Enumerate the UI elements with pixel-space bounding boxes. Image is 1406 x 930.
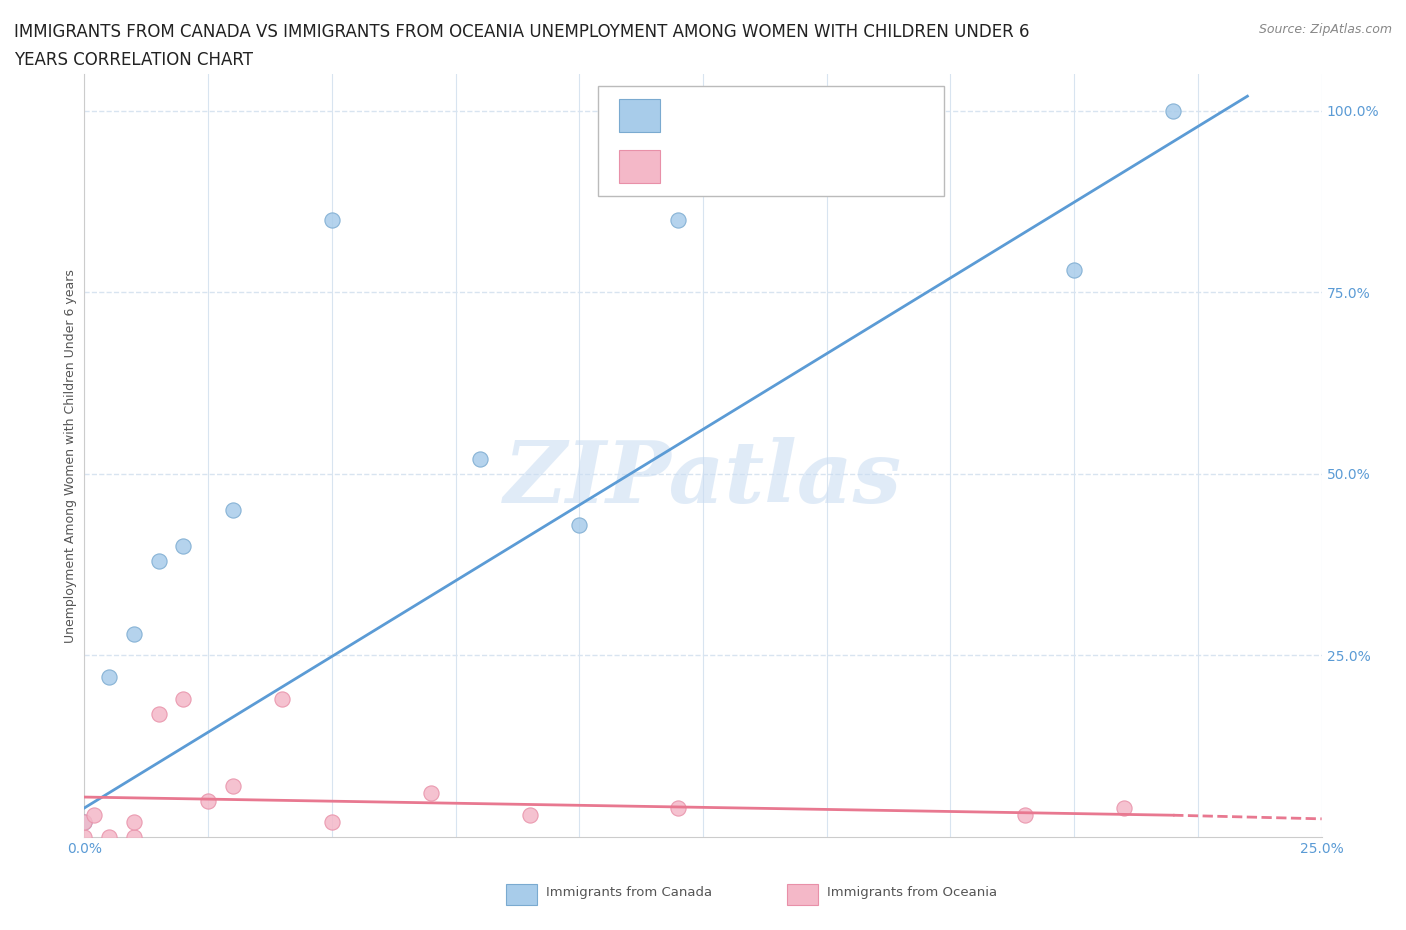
Text: Immigrants from Oceania: Immigrants from Oceania	[827, 886, 997, 899]
Text: Immigrants from Canada: Immigrants from Canada	[546, 886, 711, 899]
Point	[271, 692, 294, 707]
Point	[321, 815, 343, 830]
Text: R =  0.825   N = 13: R = 0.825 N = 13	[678, 108, 827, 123]
Point	[666, 801, 689, 816]
Text: IMMIGRANTS FROM CANADA VS IMMIGRANTS FROM OCEANIA UNEMPLOYMENT AMONG WOMEN WITH : IMMIGRANTS FROM CANADA VS IMMIGRANTS FRO…	[14, 23, 1029, 41]
Point	[321, 212, 343, 227]
Point	[815, 103, 838, 118]
Point	[419, 786, 441, 801]
Point	[98, 670, 121, 684]
Text: YEARS CORRELATION CHART: YEARS CORRELATION CHART	[14, 51, 253, 69]
Point	[1112, 801, 1135, 816]
Point	[470, 452, 492, 467]
Point	[1014, 808, 1036, 823]
Point	[172, 692, 194, 707]
Point	[122, 830, 145, 844]
Point	[73, 815, 96, 830]
Point	[222, 503, 245, 518]
Point	[666, 212, 689, 227]
Point	[122, 626, 145, 641]
Point	[148, 553, 170, 568]
Point	[98, 830, 121, 844]
Point	[148, 706, 170, 721]
Point	[1161, 103, 1184, 118]
Point	[568, 517, 591, 532]
Point	[1063, 263, 1085, 278]
Y-axis label: Unemployment Among Women with Children Under 6 years: Unemployment Among Women with Children U…	[65, 269, 77, 643]
Text: ZIPatlas: ZIPatlas	[503, 437, 903, 520]
Text: R = -0.091   N = 17: R = -0.091 N = 17	[678, 159, 827, 174]
Point	[73, 815, 96, 830]
Point	[197, 793, 219, 808]
Point	[122, 815, 145, 830]
Point	[519, 808, 541, 823]
Text: Source: ZipAtlas.com: Source: ZipAtlas.com	[1258, 23, 1392, 36]
Point	[222, 778, 245, 793]
Point	[83, 808, 105, 823]
Point	[73, 830, 96, 844]
Point	[172, 539, 194, 554]
